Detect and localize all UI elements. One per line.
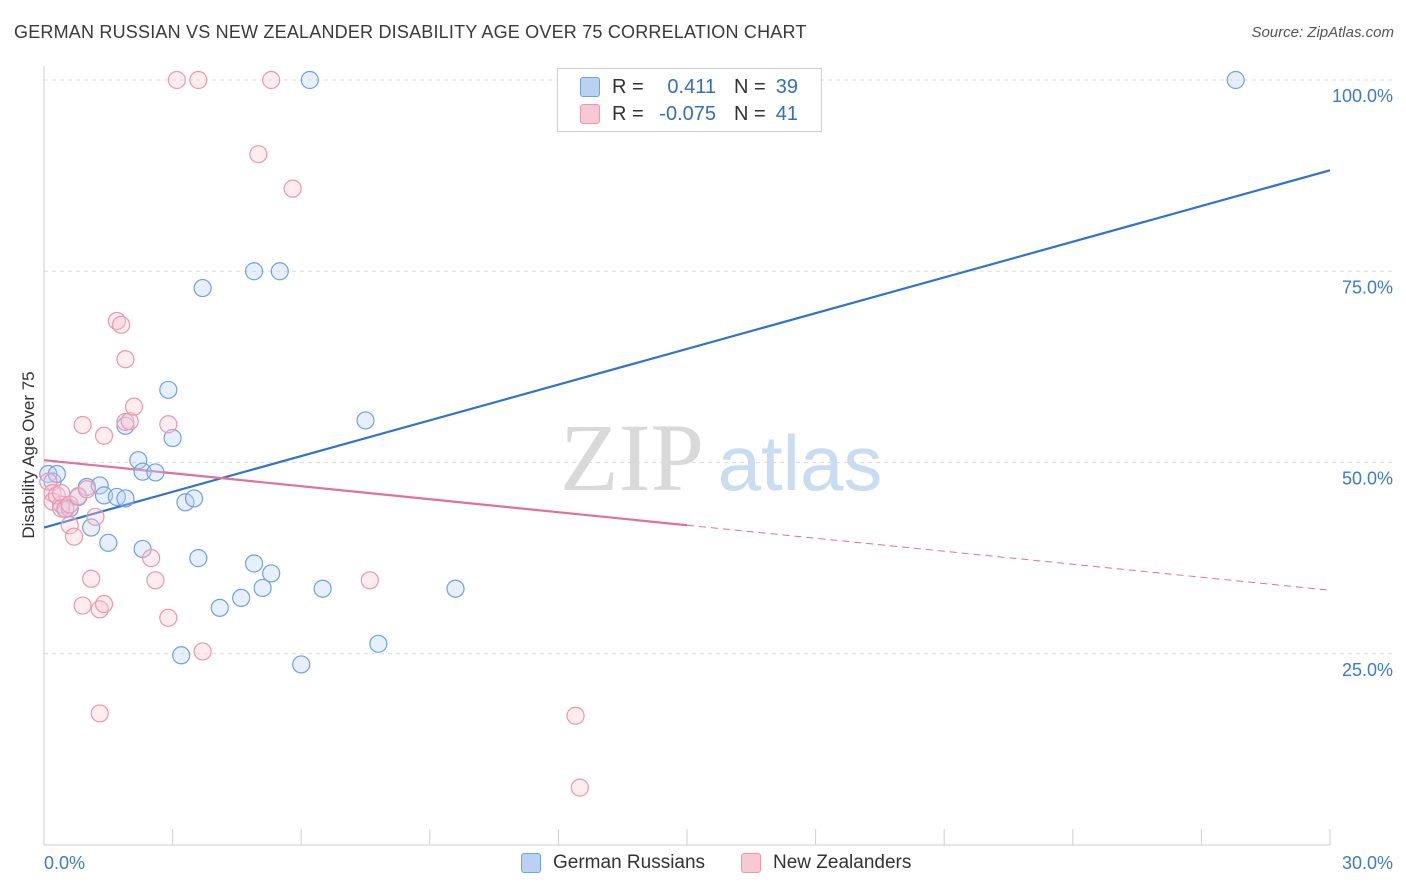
watermark: ZIP atlas bbox=[560, 404, 882, 511]
point-new-zealanders bbox=[60, 516, 79, 535]
trend-extension-new-zealanders bbox=[686, 524, 1331, 591]
point-new-zealanders bbox=[142, 549, 161, 568]
point-new-zealanders bbox=[566, 706, 585, 725]
point-german-russians bbox=[210, 598, 229, 617]
point-new-zealanders bbox=[249, 145, 268, 164]
point-new-zealanders bbox=[82, 569, 101, 588]
n-value: 41 bbox=[775, 102, 798, 125]
watermark-atlas: atlas bbox=[718, 419, 883, 507]
series-legend: German Russians New Zealanders bbox=[0, 852, 1406, 878]
point-german-russians bbox=[446, 579, 465, 598]
y-axis-label: Disability Age Over 75 bbox=[19, 371, 38, 538]
point-new-zealanders bbox=[167, 70, 186, 90]
point-new-zealanders bbox=[189, 70, 208, 90]
point-new-zealanders bbox=[90, 704, 109, 723]
legend-item-new-zealanders: New Zealanders bbox=[741, 852, 911, 874]
x-tick-label: 0.0% bbox=[44, 853, 85, 873]
point-german-russians bbox=[232, 588, 251, 608]
x-tick-label: 30.0% bbox=[1342, 853, 1393, 873]
point-new-zealanders bbox=[283, 179, 302, 198]
point-german-russians bbox=[159, 380, 178, 399]
point-german-russians bbox=[193, 278, 212, 298]
point-new-zealanders bbox=[77, 480, 96, 499]
point-new-zealanders bbox=[570, 778, 589, 797]
r-label: R = bbox=[612, 102, 644, 125]
point-german-russians bbox=[184, 489, 204, 508]
point-new-zealanders bbox=[94, 426, 114, 445]
legend-label: German Russians bbox=[553, 852, 706, 873]
point-german-russians bbox=[270, 262, 289, 281]
point-german-russians bbox=[300, 70, 319, 90]
point-new-zealanders bbox=[146, 571, 165, 590]
point-german-russians bbox=[82, 518, 101, 537]
legend-item-german-russians: German Russians bbox=[521, 852, 705, 874]
point-new-zealanders bbox=[262, 70, 281, 90]
point-new-zealanders bbox=[159, 415, 178, 434]
point-new-zealanders bbox=[360, 571, 379, 590]
point-new-zealanders bbox=[112, 315, 131, 334]
y-tick-labels: 25.0% 50.0% 75.0% 100.0% bbox=[1332, 86, 1393, 680]
legend-row-new-zealanders: R = -0.075 N = 41 bbox=[580, 101, 798, 127]
point-german-russians bbox=[129, 451, 148, 470]
point-german-russians bbox=[369, 634, 388, 653]
point-new-zealanders bbox=[64, 527, 84, 546]
point-new-zealanders bbox=[39, 472, 58, 491]
legend-swatch-pink bbox=[580, 104, 600, 124]
point-new-zealanders bbox=[73, 596, 92, 615]
data-points bbox=[39, 70, 1245, 797]
r-value: -0.075 bbox=[659, 102, 716, 125]
y-tick-label: 100.0% bbox=[1332, 86, 1393, 106]
point-new-zealanders bbox=[94, 594, 114, 614]
point-new-zealanders bbox=[124, 397, 144, 416]
chart-title: GERMAN RUSSIAN VS NEW ZEALANDER DISABILI… bbox=[14, 22, 807, 42]
axes bbox=[43, 66, 1331, 846]
point-new-zealanders bbox=[116, 350, 135, 369]
point-german-russians bbox=[253, 578, 272, 598]
point-new-zealanders bbox=[73, 415, 92, 435]
point-new-zealanders bbox=[86, 507, 105, 526]
point-german-russians bbox=[116, 489, 135, 508]
point-german-russians bbox=[163, 428, 182, 448]
gridlines bbox=[44, 79, 1392, 655]
point-german-russians bbox=[244, 262, 264, 281]
n-value: 39 bbox=[775, 75, 798, 98]
point-german-russians bbox=[1226, 70, 1245, 90]
x-tick-labels: 0.0% 30.0% bbox=[44, 853, 1393, 873]
legend-swatch-pink bbox=[741, 853, 761, 873]
point-german-russians bbox=[133, 462, 152, 481]
legend-row-german-russians: R = 0.411 N = 39 bbox=[580, 74, 798, 100]
point-german-russians bbox=[172, 646, 191, 665]
r-value: 0.411 bbox=[667, 75, 716, 98]
y-tick-label: 25.0% bbox=[1342, 660, 1393, 680]
trend-german-russians bbox=[43, 169, 1331, 529]
legend-swatch-blue bbox=[521, 853, 541, 873]
point-german-russians bbox=[244, 554, 264, 573]
point-new-zealanders bbox=[120, 412, 139, 431]
legend-swatch-blue bbox=[580, 77, 600, 97]
point-german-russians bbox=[262, 564, 281, 583]
y-tick-label: 50.0% bbox=[1342, 469, 1393, 489]
point-german-russians bbox=[99, 533, 118, 552]
n-label: N = bbox=[734, 75, 766, 98]
point-german-russians bbox=[292, 655, 311, 674]
point-new-zealanders bbox=[159, 608, 178, 627]
point-german-russians bbox=[146, 463, 165, 482]
point-german-russians bbox=[313, 579, 332, 598]
point-german-russians bbox=[176, 493, 195, 512]
source-label: Source: ZipAtlas.com bbox=[1251, 24, 1394, 41]
r-label: R = bbox=[612, 75, 644, 98]
n-label: N = bbox=[734, 102, 766, 125]
legend-label: New Zealanders bbox=[773, 852, 912, 873]
y-tick-label: 75.0% bbox=[1342, 277, 1393, 297]
trend-lines bbox=[43, 169, 1331, 591]
point-new-zealanders bbox=[193, 642, 212, 661]
point-german-russians bbox=[356, 411, 375, 430]
watermark-zip: ZIP bbox=[560, 404, 704, 511]
point-german-russians bbox=[189, 549, 208, 568]
stats-legend: R = 0.411 N = 39 R = -0.075 N = 41 bbox=[557, 68, 822, 132]
